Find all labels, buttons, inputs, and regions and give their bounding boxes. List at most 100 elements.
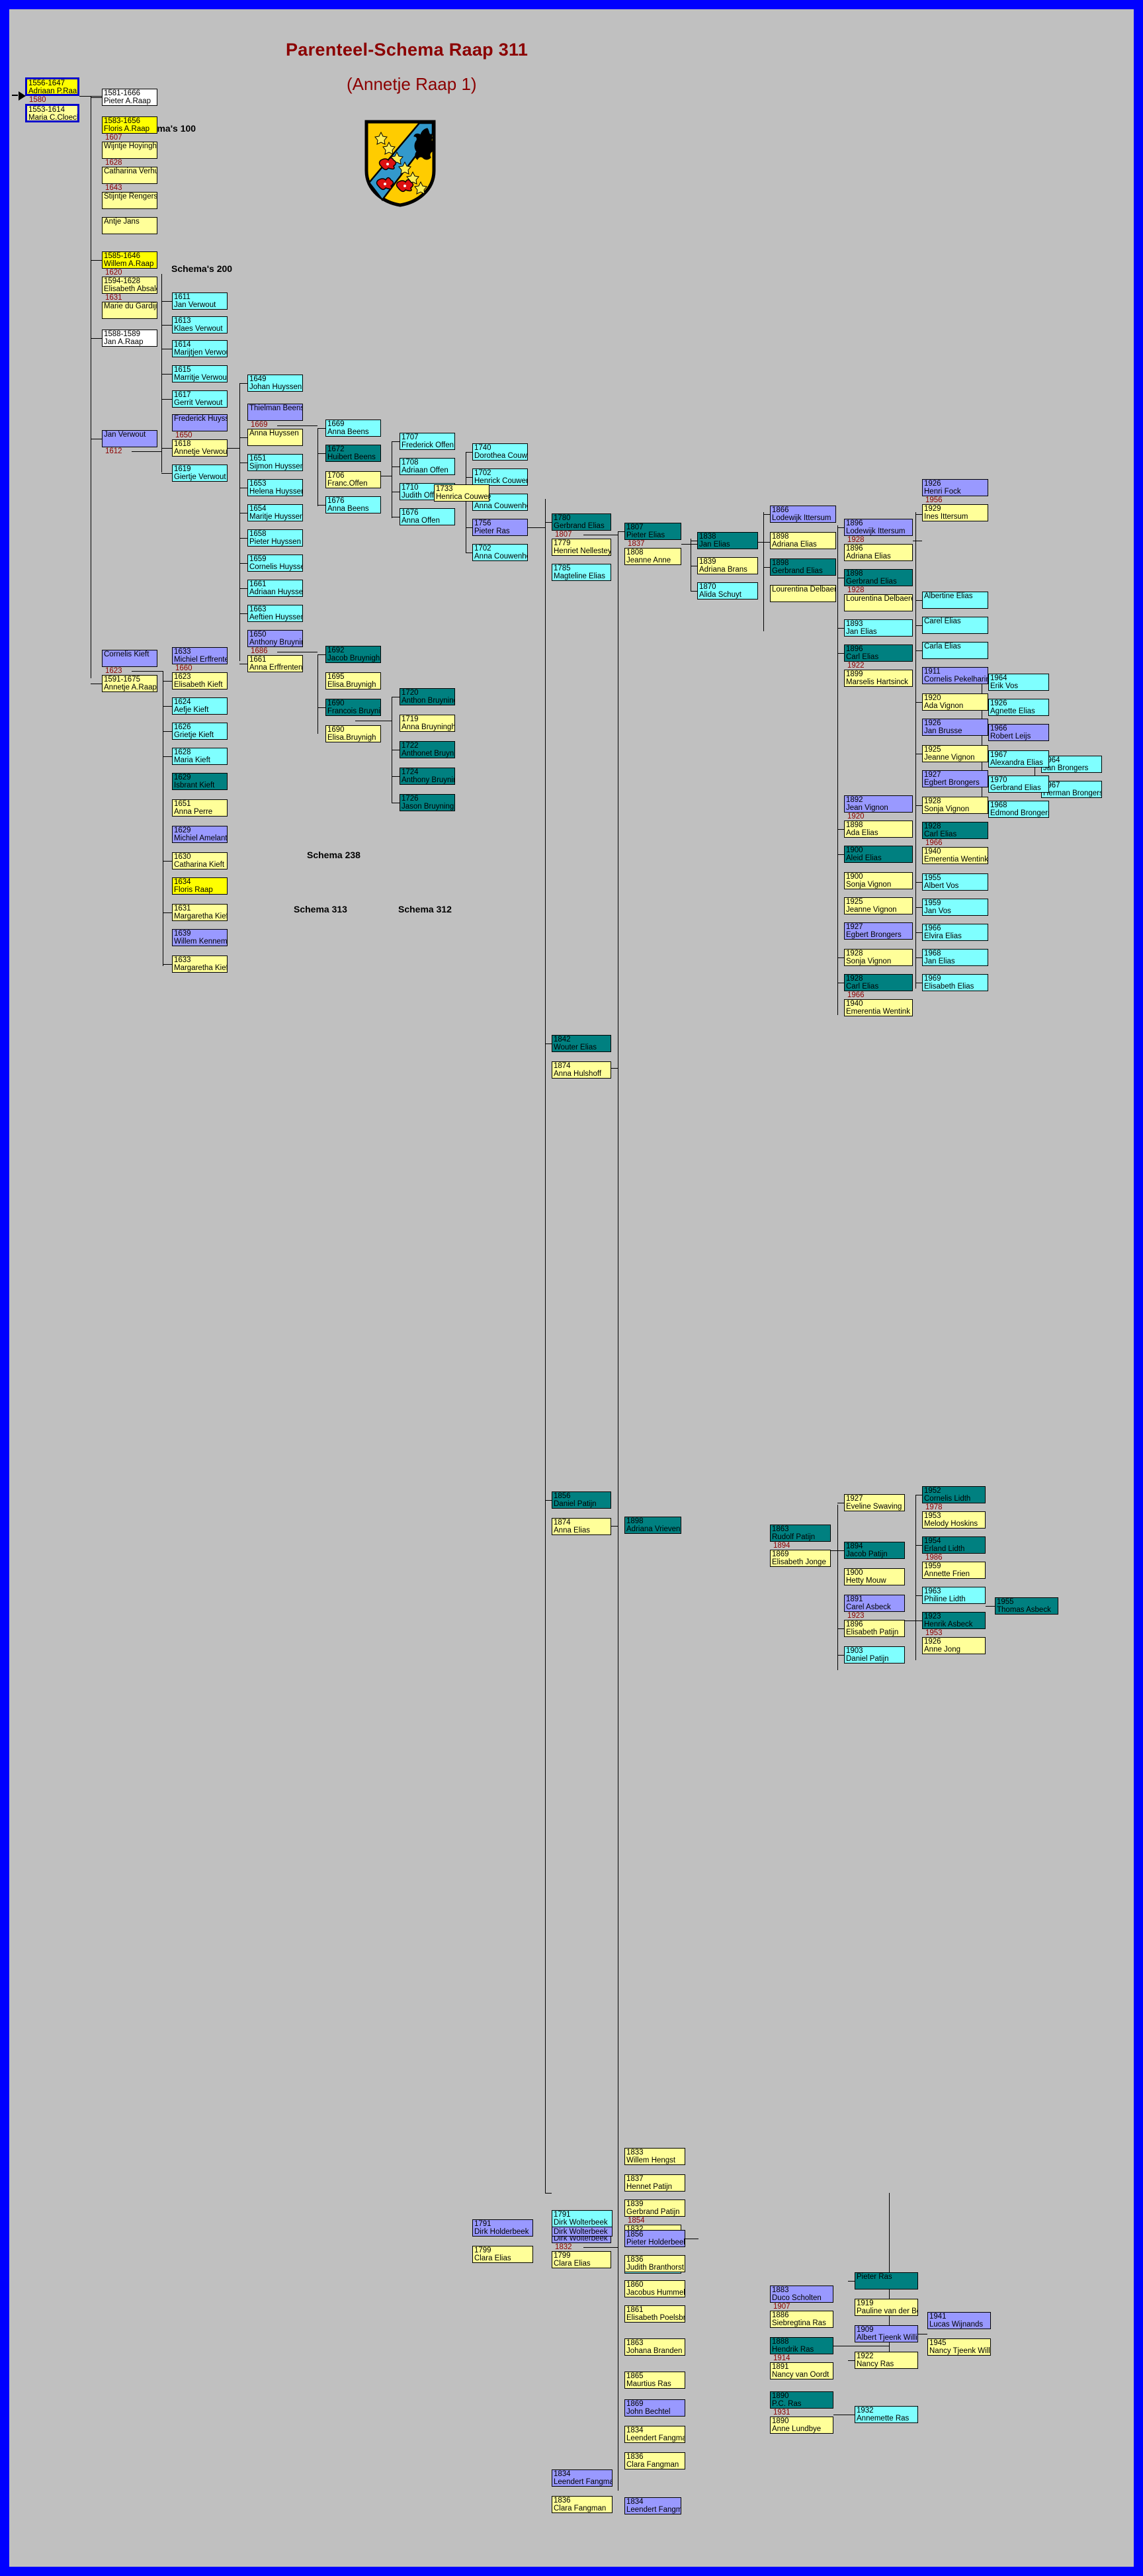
person-box[interactable]: 1866 Lodewijk Ittersum [770, 506, 836, 523]
person-box[interactable]: Pieter Ras [855, 2272, 918, 2289]
person-box[interactable]: 1726 Jason Bruyningh [400, 794, 455, 811]
person-box[interactable]: 1869 Elisabeth Jonge [770, 1550, 831, 1567]
person-box[interactable]: 1719 Anna Bruyningh [400, 715, 455, 732]
person-box[interactable]: 1633 Michiel Erffrenten [172, 647, 228, 664]
person-box[interactable]: 1591-1675 Annetje A.Raap [102, 675, 157, 692]
person-box[interactable]: 1842 Wouter Elias [552, 1035, 611, 1052]
person-box[interactable]: 1928 Carl Elias [844, 974, 913, 991]
person-box[interactable]: 1952 Cornelis Lidth [922, 1486, 986, 1503]
person-box[interactable]: 1894 Jacob Patijn [844, 1542, 905, 1559]
person-box[interactable]: 1891 Carel Asbeck [844, 1595, 905, 1612]
person-box[interactable]: 1883 Duco Scholten [770, 2286, 833, 2303]
person-box[interactable]: 1898 Gerbrand Elias [770, 558, 836, 576]
person-box[interactable]: 1856 Pieter Holderbeek [624, 2230, 685, 2247]
person-box[interactable]: 1661 Adriaan Huyssen [247, 580, 303, 597]
person-box[interactable]: 1581-1666 Pieter A.Raap [102, 89, 157, 106]
person-box[interactable]: 1911 Cornelis Pekelharing [922, 667, 988, 684]
person-box[interactable]: Wijntje Hoyingh [102, 142, 157, 159]
person-box[interactable]: 1941 Lucas Wijnands [927, 2312, 991, 2329]
person-box[interactable]: 1613 Klaes Verwout [172, 316, 228, 333]
person-box[interactable]: 1617 Gerrit Verwout [172, 390, 228, 408]
person-box[interactable]: 1614 Marijtjen Verwout [172, 340, 228, 357]
person-box[interactable]: 1900 Hetty Mouw [844, 1568, 905, 1585]
person-box[interactable]: Carel Elias [922, 617, 988, 634]
person-box[interactable]: Cornelis Kieft [102, 650, 157, 667]
person-box[interactable]: 1896 Carl Elias [844, 644, 913, 662]
person-box[interactable]: 1940 Emerentia Wentink [844, 999, 913, 1016]
person-box[interactable]: Anna Huyssen [247, 429, 303, 446]
person-box[interactable]: 1615 Marritje Verwout [172, 365, 228, 382]
person-box[interactable]: 1890 Anne Lundbye [770, 2417, 833, 2434]
person-box[interactable]: 1690 Elisa.Bruynigh [325, 725, 381, 742]
person-box[interactable]: 1619 Giertje Verwout [172, 465, 228, 482]
person-box[interactable]: 1927 Eveline Swaving [844, 1494, 905, 1511]
person-box[interactable]: 1553-1614 Maria C.Cloeck [25, 104, 79, 122]
person-box[interactable]: 1963 Philine Lidth [922, 1587, 986, 1604]
person-box[interactable]: 1967 Herman Brongers [1041, 781, 1102, 798]
person-box[interactable]: 1780 Gerbrand Elias [552, 513, 611, 531]
person-box[interactable]: 1928 Sonja Vignon [922, 797, 988, 814]
person-box[interactable]: 1940 Emerentia Wentink [922, 847, 988, 864]
person-box[interactable]: 1892 Jean Vignon [844, 795, 913, 813]
person-box[interactable]: 1890 P.C. Ras [770, 2391, 833, 2409]
person-box[interactable]: 1833 Willem Hengst [624, 2148, 685, 2165]
person-box[interactable]: 1808 Jeanne Anne [624, 548, 681, 565]
person-box[interactable]: 1896 Lodewijk Ittersum [844, 519, 913, 536]
person-box[interactable]: 1929 Ines Ittersum [922, 504, 988, 521]
person-box[interactable]: 1651 Anna Perre [172, 799, 228, 817]
person-box[interactable]: 1959 Jan Vos [922, 899, 988, 916]
person-box[interactable]: 1874 Anna Elias [552, 1518, 611, 1535]
person-box[interactable]: Frederick Huyssen [172, 414, 228, 431]
person-box[interactable]: 1836 Clara Fangman [552, 2496, 613, 2513]
person-box[interactable]: 1968 Edmond Brongers [988, 801, 1049, 818]
person-box[interactable]: 1865 Maurtius Ras [624, 2372, 685, 2389]
person-box[interactable]: 1839 Gerbrand Patijn [624, 2199, 685, 2217]
person-box[interactable]: Lourentina Delbaere [770, 585, 836, 602]
person-box[interactable]: 1925 Jeanne Vignon [844, 897, 913, 914]
person-box[interactable]: 1927 Egbert Brongers [844, 922, 913, 940]
person-box[interactable]: 1618 Annetje Verwout [172, 439, 228, 457]
person-box[interactable]: 1856 Daniel Patijn [552, 1491, 611, 1509]
person-box[interactable]: 1955 Albert Vos [922, 873, 988, 891]
person-box[interactable]: 1927 Egbert Brongers [922, 770, 988, 787]
person-box[interactable]: 1649 Johan Huyssen [247, 375, 303, 392]
person-box[interactable]: 1903 Daniel Patijn [844, 1646, 905, 1664]
person-box[interactable]: 1967 Alexandra Elias [988, 750, 1049, 768]
person-box[interactable]: 1970 Gerbrand Elias [988, 776, 1049, 793]
person-box[interactable]: 1863 Rudolf Patijn [770, 1525, 831, 1542]
person-box[interactable]: 1898 Adriana Elias [770, 532, 836, 549]
person-box[interactable]: 1623 Elisabeth Kieft [172, 672, 228, 689]
person-box[interactable]: 1896 Adriana Elias [844, 544, 913, 561]
person-box[interactable]: 1799 Clara Elias [472, 2246, 533, 2263]
person-box[interactable]: 1928 Carl Elias [922, 822, 988, 839]
person-box[interactable]: 1807 Pieter Elias [624, 523, 681, 540]
person-box[interactable]: Jan Verwout [102, 430, 157, 447]
person-box[interactable]: 1836 Clara Fangman [624, 2452, 685, 2469]
person-box[interactable]: 1891 Nancy van Oordt [770, 2362, 833, 2379]
person-box[interactable]: 1920 Ada Vignon [922, 693, 988, 711]
person-box[interactable]: 1932 Annemette Ras [855, 2406, 918, 2423]
person-box[interactable]: 1756 Pieter Ras [472, 519, 528, 536]
person-box[interactable]: 1629 Isbrant Kieft [172, 773, 228, 790]
person-box[interactable]: 1964 Jan Brongers [1041, 756, 1102, 773]
person-box[interactable]: Thielman Beens [247, 404, 303, 421]
person-box[interactable]: 1966 Robert Leijs [988, 724, 1049, 741]
person-box[interactable]: 1658 Pieter Huyssen [247, 529, 303, 547]
person-box[interactable]: 1954 Erland Lidth [922, 1536, 986, 1554]
person-box[interactable]: 1556-1647 Adriaan P.Raap [25, 77, 79, 96]
person-box[interactable]: 1651 Sijmon Huyssen [247, 454, 303, 471]
person-box[interactable]: 1707 Frederick Offen [400, 433, 455, 450]
person-box[interactable]: 1900 Sonja Vignon [844, 872, 913, 889]
person-box[interactable]: 1923 Henrik Asbeck [922, 1612, 986, 1629]
